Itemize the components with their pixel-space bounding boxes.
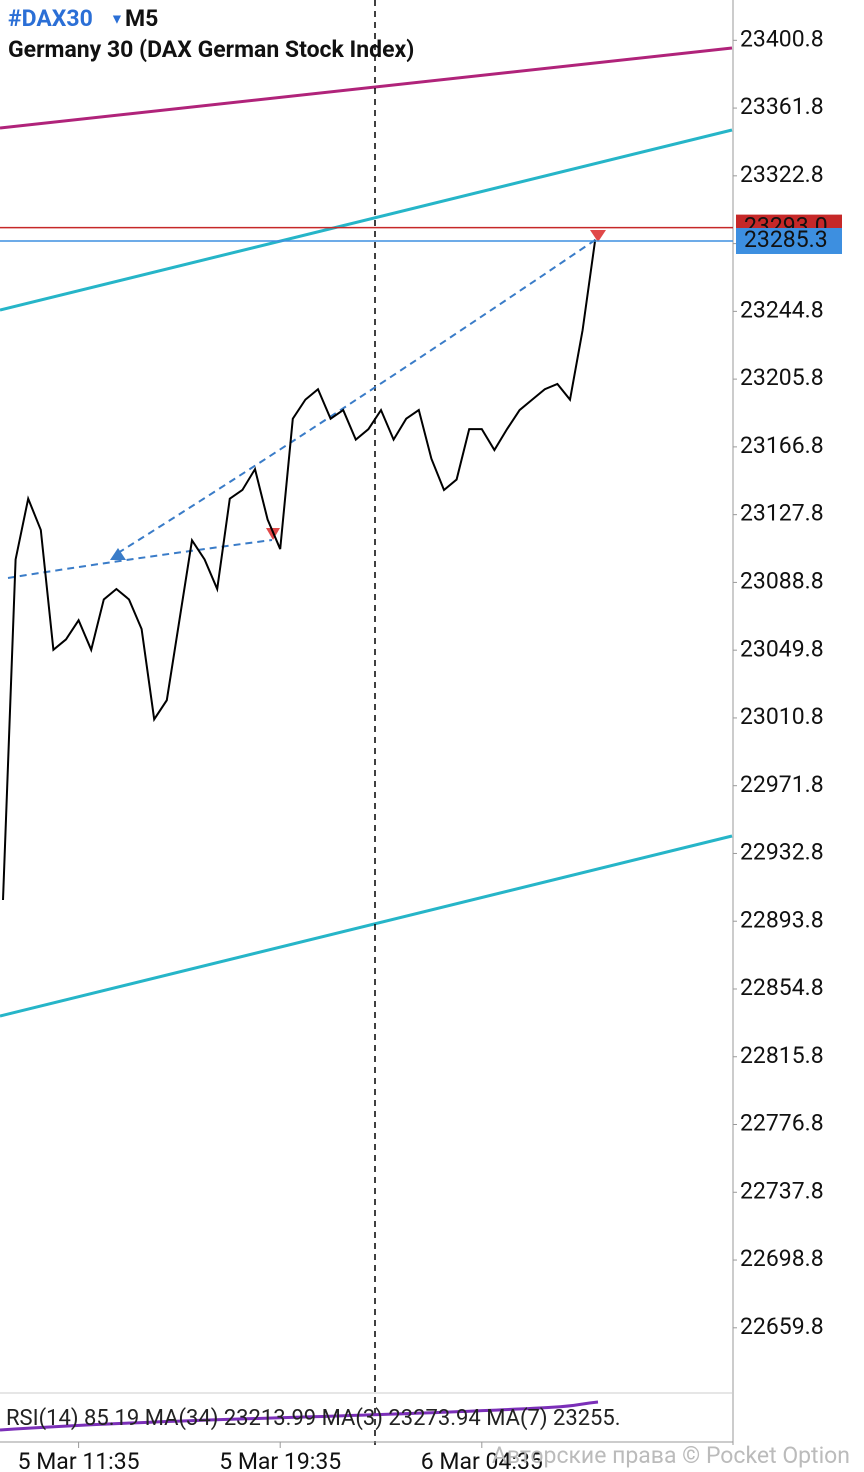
trend-line [0, 128, 733, 312]
y-tick-label: 23127.8 [740, 500, 824, 527]
arrow-up [110, 548, 126, 560]
watermark: Авторские права © Pocket Option [492, 1442, 850, 1469]
x-tick-label: 5 Mar 11:35 [18, 1448, 140, 1472]
y-tick-label: 23166.8 [740, 432, 824, 459]
y-tick-label: 22659.8 [740, 1313, 824, 1340]
chart-title: Germany 30 (DAX German Stock Index) [8, 36, 414, 63]
price-label-box [736, 227, 842, 254]
y-tick-label: 22971.8 [740, 771, 824, 798]
y-tick-label: 23049.8 [740, 635, 824, 662]
dashed-arc [7, 539, 273, 579]
y-tick-label: 22776.8 [740, 1110, 824, 1137]
y-tick-label: 23244.8 [740, 296, 824, 323]
y-tick-label: 23088.8 [740, 567, 824, 594]
y-tick-label: 23010.8 [740, 703, 824, 730]
rsi-line [0, 1400, 599, 1432]
indicator-text: RSI(14) 85.19 MA(34) 23213.99 MA(3) 2327… [6, 1406, 621, 1431]
y-tick-label: 23205.8 [740, 364, 824, 391]
dashed-arc [117, 237, 599, 554]
y-tick-label: 22815.8 [740, 1042, 824, 1069]
arrow-down [590, 230, 606, 242]
y-tick-label: 23322.8 [740, 161, 824, 188]
price-label: 23285.3 [744, 226, 828, 253]
y-tick-label: 23361.8 [740, 93, 824, 120]
y-tick-label: 22737.8 [740, 1177, 824, 1204]
y-tick-label: 22893.8 [740, 906, 824, 933]
x-tick-label: 6 Mar 04:35 [421, 1448, 543, 1472]
dropdown-icon[interactable]: ▼ [110, 12, 124, 28]
x-tick-label: 5 Mar 19:35 [219, 1448, 341, 1472]
y-tick-label: 22854.8 [740, 974, 824, 1001]
price-line [2, 239, 597, 901]
timeframe[interactable]: M5 [125, 5, 158, 32]
y-tick-label: 22932.8 [740, 839, 824, 866]
y-tick-label: 23400.8 [740, 25, 824, 52]
trend-line [0, 46, 733, 130]
symbol[interactable]: #DAX30 [8, 5, 93, 32]
y-tick-label: 22698.8 [740, 1245, 824, 1272]
trend-line [0, 834, 733, 1018]
